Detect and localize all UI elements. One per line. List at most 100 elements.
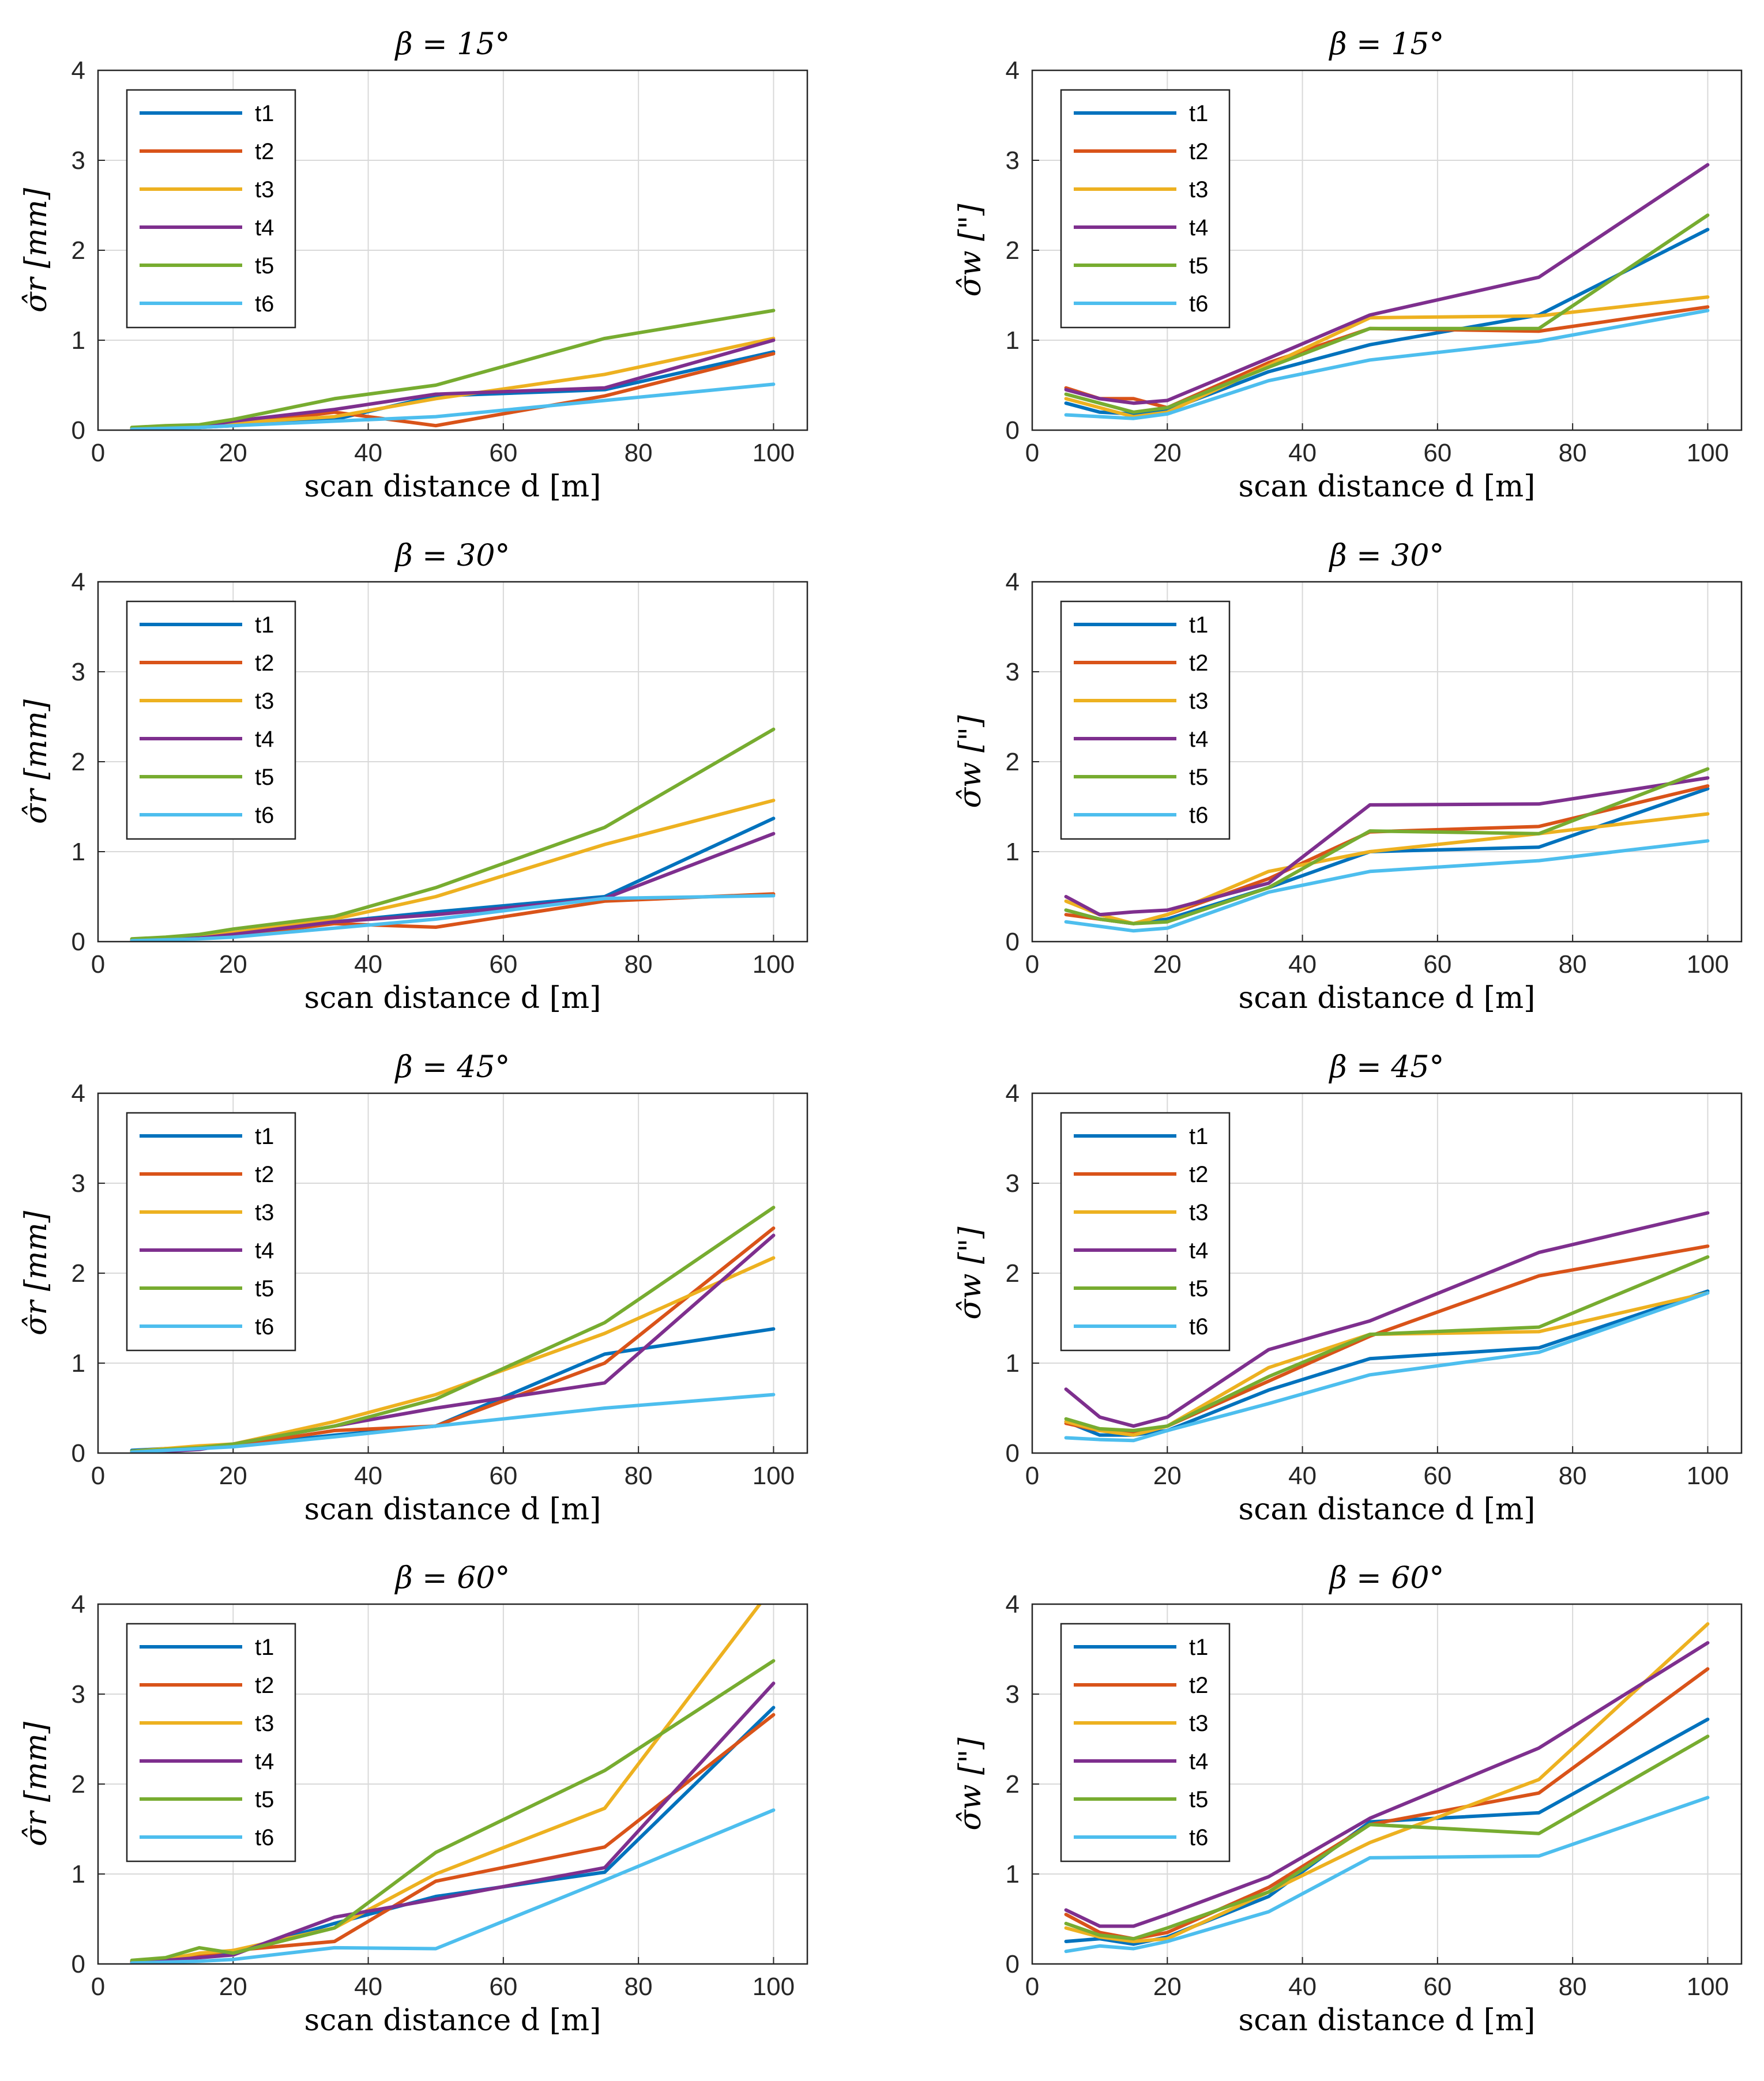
x-tick-label: 20 xyxy=(1153,1462,1182,1490)
legend-label-t3: t3 xyxy=(1189,1711,1208,1736)
x-tick-label: 80 xyxy=(625,1973,653,2001)
chart-title: β = 45° xyxy=(1329,1050,1445,1085)
x-tick-label: 0 xyxy=(1025,1462,1039,1490)
y-tick-label: 2 xyxy=(1006,1770,1020,1798)
series-group xyxy=(130,308,776,430)
chart-title: β = 60° xyxy=(1329,1561,1445,1595)
x-tick-label: 100 xyxy=(753,950,795,979)
x-tick-label: 80 xyxy=(625,439,653,467)
x-axis-label: scan distance d [m] xyxy=(304,2003,601,2038)
x-tick-label: 100 xyxy=(1687,950,1729,979)
legend-label-t5: t5 xyxy=(1189,1276,1208,1301)
legend-label-t3: t3 xyxy=(255,688,274,714)
legend-label-t1: t1 xyxy=(255,1635,274,1660)
x-tick-label: 100 xyxy=(753,1973,795,2001)
legend-label-t5: t5 xyxy=(255,1276,274,1301)
legend-box xyxy=(1060,89,1231,329)
chart-panel-6: 0 20 40 60 80 100 0 1 2 3 4 β = 45° scan distance d … xyxy=(953,1050,1743,1527)
series-line-t1 xyxy=(1064,1289,1710,1437)
y-tick-label: 3 xyxy=(72,1680,85,1709)
series-line-t4 xyxy=(1064,776,1710,917)
y-tick-label: 4 xyxy=(1006,568,1020,596)
legend-label-t4: t4 xyxy=(255,215,274,240)
legend-label-t5: t5 xyxy=(1189,253,1208,279)
series-line-t3 xyxy=(1064,1291,1710,1437)
y-tick-label: 3 xyxy=(72,146,85,175)
legend-label-t4: t4 xyxy=(1189,727,1208,752)
series-line-t6 xyxy=(130,894,776,942)
legend-label-t5: t5 xyxy=(1189,765,1208,790)
x-tick-label: 40 xyxy=(1288,1462,1317,1490)
legend-label-t6: t6 xyxy=(255,803,274,828)
legend-label-t1: t1 xyxy=(1189,1124,1208,1149)
series-line-t1 xyxy=(1064,228,1710,416)
legend-label-t3: t3 xyxy=(1189,1200,1208,1225)
y-tick-label: 4 xyxy=(72,1590,85,1619)
legend: t1 t2 t3 t4 t5 t6 xyxy=(126,1623,296,1862)
x-tick-label: 20 xyxy=(219,950,247,979)
y-tick-label: 4 xyxy=(1006,1590,1020,1619)
legend: t1 t2 t3 t4 t5 t6 xyxy=(1060,600,1231,840)
x-tick-label: 80 xyxy=(1559,1973,1587,2001)
y-axis-label: σ̂r [mm] xyxy=(19,1721,54,1846)
legend-label-t4: t4 xyxy=(1189,1238,1208,1263)
series-group xyxy=(1064,1622,1710,1954)
y-tick-label: 3 xyxy=(72,1169,85,1198)
legend: t1 t2 t3 t4 t5 t6 xyxy=(1060,1112,1231,1352)
series-line-t5 xyxy=(1064,1255,1710,1432)
legend-label-t3: t3 xyxy=(255,1200,274,1225)
y-tick-label: 4 xyxy=(1006,1079,1020,1108)
legend-label-t6: t6 xyxy=(255,1314,274,1339)
axes-box xyxy=(1031,1603,1743,1965)
legend-label-t1: t1 xyxy=(255,612,274,638)
x-tick-label: 100 xyxy=(1687,439,1729,467)
legend: t1 t2 t3 t4 t5 t6 xyxy=(126,600,296,840)
y-axis-label: σ̂w ["] xyxy=(953,204,988,297)
axes-box xyxy=(97,1603,808,1965)
x-tick-label: 100 xyxy=(753,439,795,467)
legend-label-t5: t5 xyxy=(255,765,274,790)
chart-panel-4: 0 20 40 60 80 100 0 1 2 3 4 β = 30° scan distance d … xyxy=(953,539,1743,1015)
legend-label-t2: t2 xyxy=(255,1162,274,1187)
legend-label-t4: t4 xyxy=(255,1238,274,1263)
x-tick-label: 40 xyxy=(354,439,382,467)
y-tick-label: 2 xyxy=(1006,1259,1020,1288)
y-tick-label: 1 xyxy=(1006,838,1020,866)
x-tick-label: 0 xyxy=(1025,950,1039,979)
legend-box xyxy=(126,1112,296,1352)
legend-label-t6: t6 xyxy=(1189,803,1208,828)
legend-label-t1: t1 xyxy=(255,101,274,126)
series-line-t5 xyxy=(130,1659,776,1962)
legend: t1 t2 t3 t4 t5 t6 xyxy=(1060,89,1231,329)
legend-label-t3: t3 xyxy=(1189,177,1208,202)
legend-label-t6: t6 xyxy=(255,1825,274,1850)
y-tick-label: 0 xyxy=(1006,1439,1020,1467)
legend-label-t4: t4 xyxy=(255,1749,274,1774)
x-tick-label: 0 xyxy=(1025,1973,1039,2001)
chart-title: β = 45° xyxy=(394,1050,510,1085)
x-tick-label: 40 xyxy=(354,950,382,979)
series-line-t6 xyxy=(1064,1291,1710,1443)
x-tick-label: 60 xyxy=(1423,1462,1451,1490)
y-tick-label: 4 xyxy=(72,1079,85,1108)
series-line-t5 xyxy=(130,727,776,941)
x-tick-label: 80 xyxy=(625,950,653,979)
y-tick-label: 1 xyxy=(72,326,85,355)
legend-label-t1: t1 xyxy=(1189,101,1208,126)
legend-box xyxy=(1060,600,1231,840)
y-axis-label: σ̂r [mm] xyxy=(19,1210,54,1335)
legend-label-t2: t2 xyxy=(255,650,274,676)
axes-box xyxy=(1031,581,1743,943)
legend-box xyxy=(1060,1112,1231,1352)
legend-label-t4: t4 xyxy=(1189,215,1208,240)
y-tick-label: 4 xyxy=(72,568,85,596)
y-tick-label: 0 xyxy=(1006,416,1020,445)
legend-label-t5: t5 xyxy=(1189,1787,1208,1812)
x-tick-label: 60 xyxy=(1423,439,1451,467)
x-tick-label: 60 xyxy=(1423,950,1451,979)
x-tick-label: 20 xyxy=(219,1973,247,2001)
x-tick-label: 20 xyxy=(219,439,247,467)
y-tick-label: 3 xyxy=(1006,1680,1020,1709)
chart-panel-2: 0 20 40 60 80 100 0 1 2 3 4 β = 15° scan distance d … xyxy=(953,27,1743,504)
x-tick-label: 40 xyxy=(1288,439,1317,467)
